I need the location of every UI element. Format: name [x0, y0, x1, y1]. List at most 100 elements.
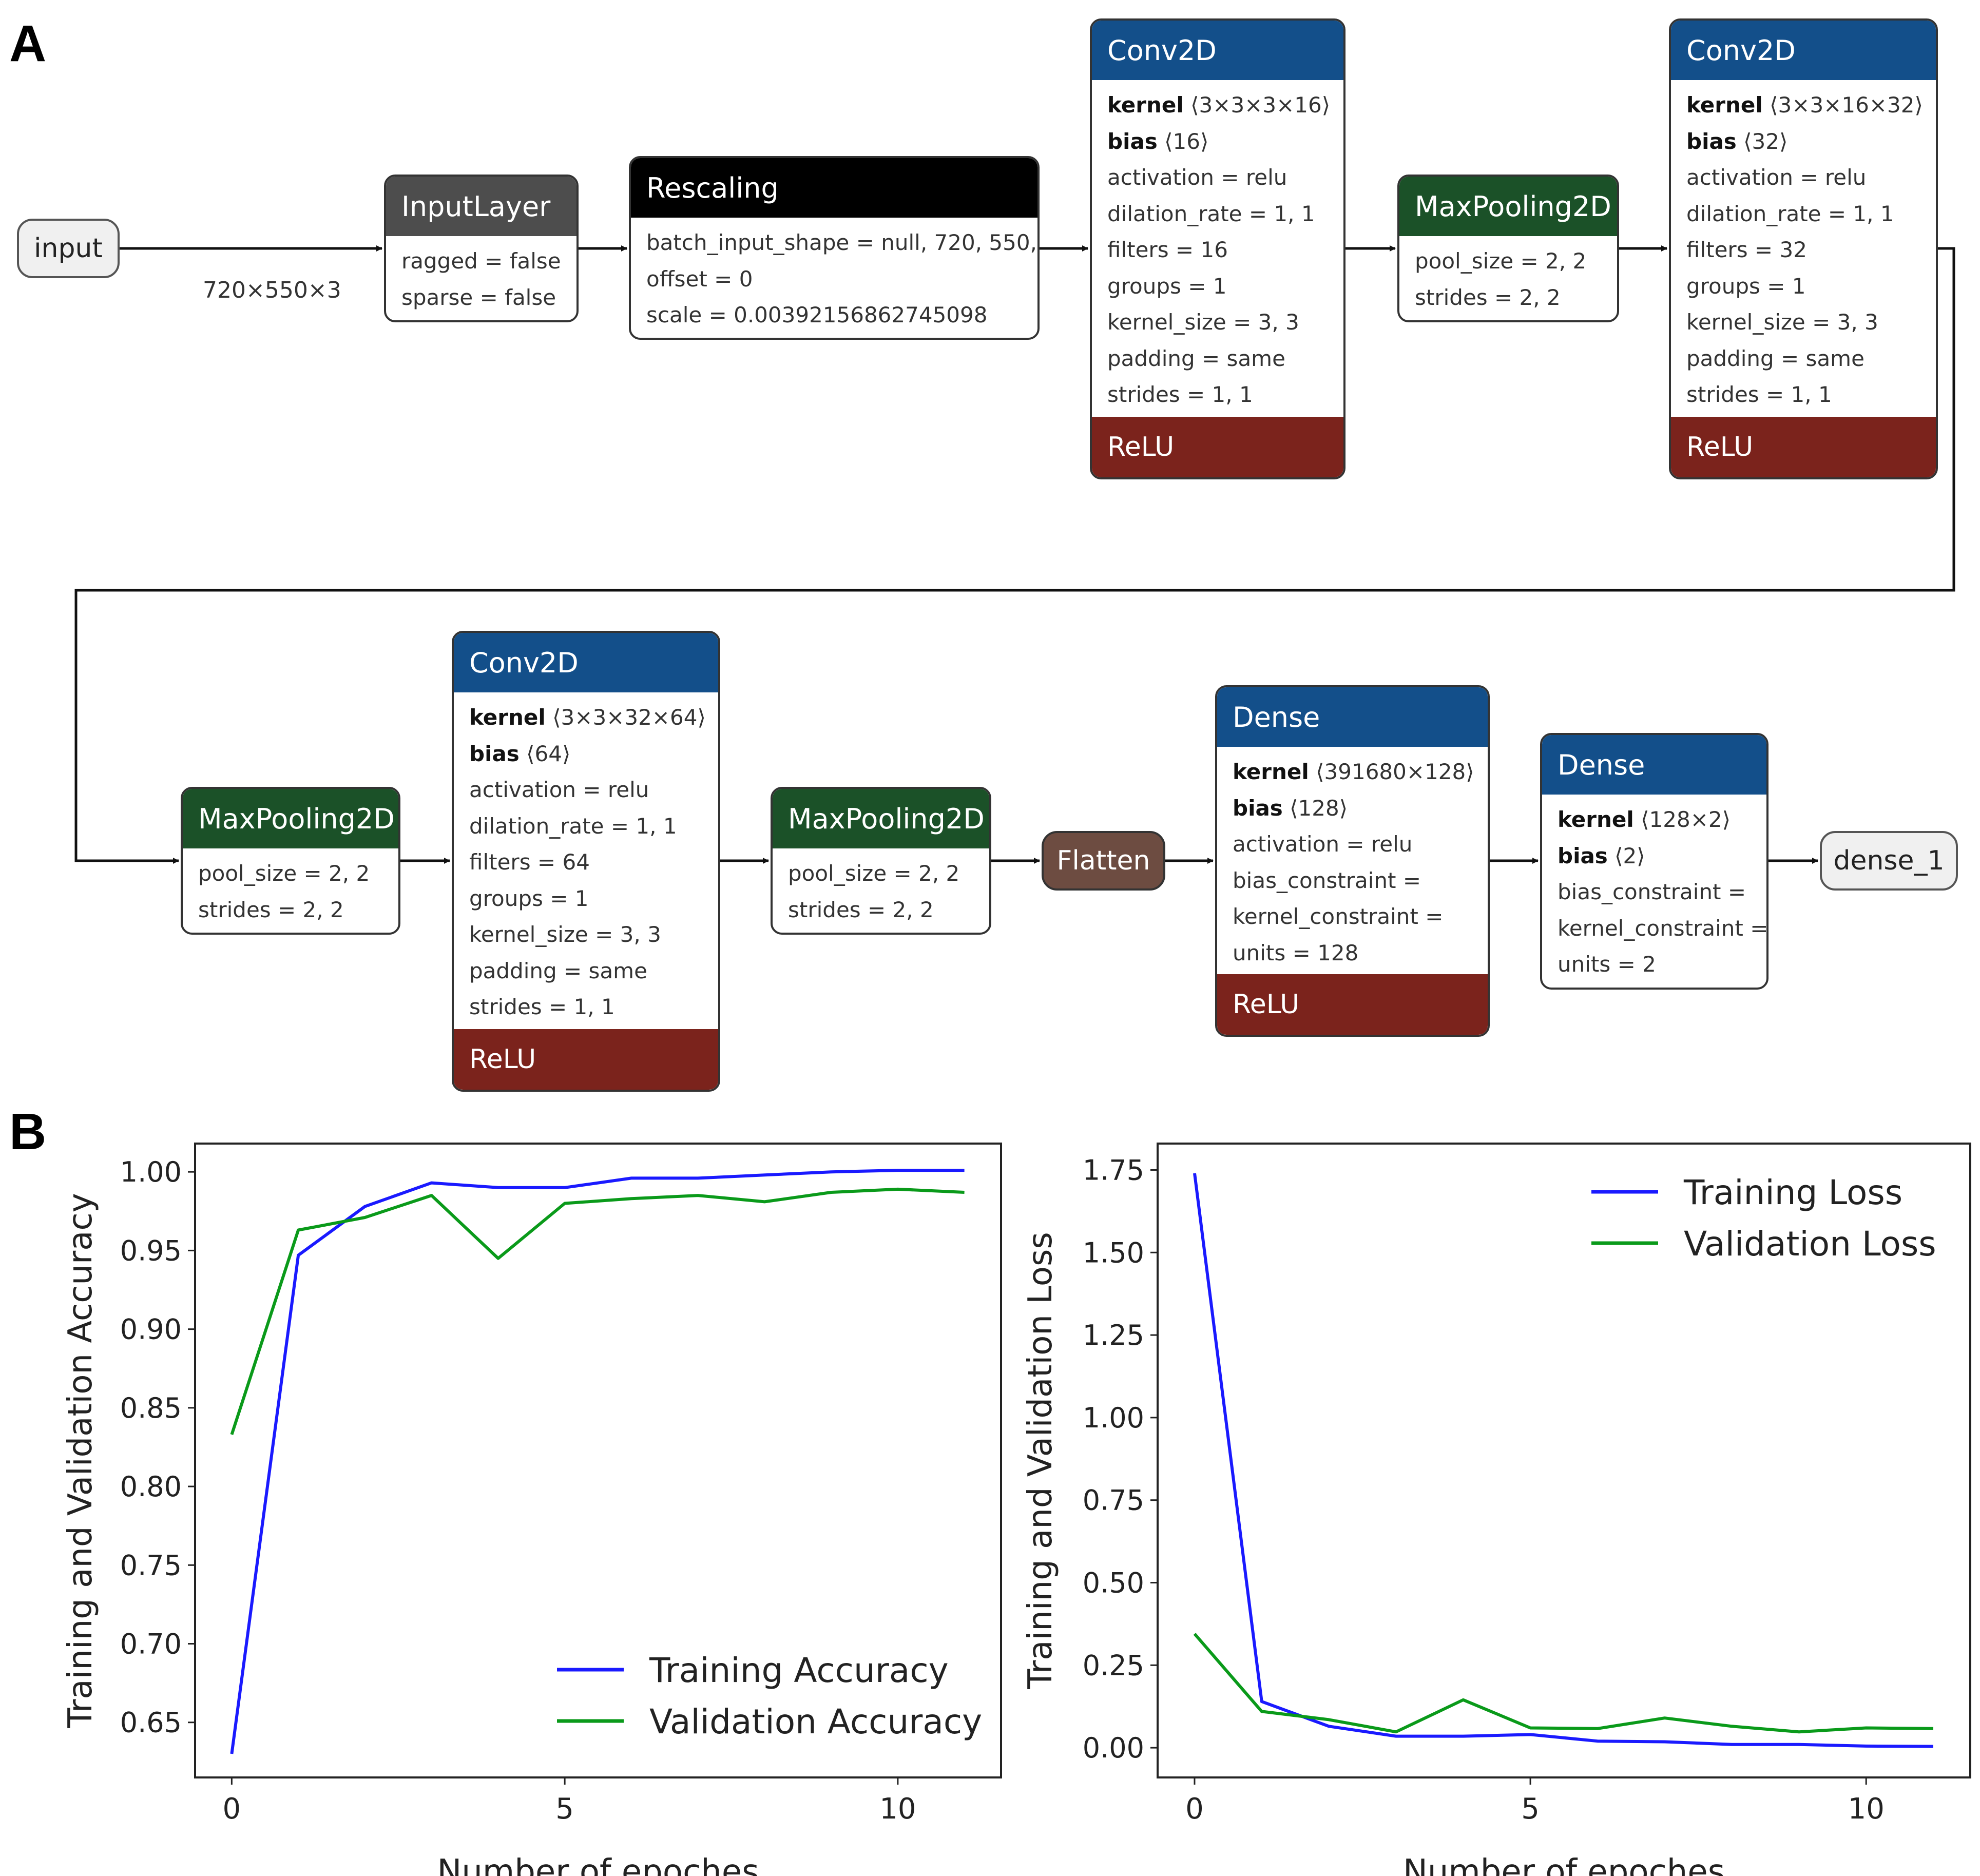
kernel-row: kernel ⟨3×3×32×64⟩ — [469, 700, 706, 736]
flatten-node: Flatten — [1042, 831, 1165, 891]
maxpool-1-node: MaxPooling2D pool_size = 2, 2 strides = … — [1397, 175, 1619, 322]
y-axis-label: Training and Validation Loss — [1022, 1232, 1060, 1689]
param-row: activation = relu — [1686, 165, 1867, 190]
edge-conv2-pool2 — [74, 247, 1955, 864]
series-line-validation-loss — [1193, 1633, 1934, 1734]
input-shape-label: 720×550×3 — [203, 277, 341, 303]
dense-1-activation: ReLU — [1217, 974, 1488, 1035]
output-node: dense_1 — [1820, 831, 1958, 891]
diagram-connections — [74, 245, 1955, 864]
conv2d-2-params: kernel ⟨3×3×16×32⟩ bias ⟨32⟩ activation … — [1671, 80, 1936, 413]
legend-label: Validation Accuracy — [649, 1702, 982, 1742]
param-row: sparse = false — [401, 284, 556, 310]
kernel-row: kernel ⟨3×3×16×32⟩ — [1686, 87, 1923, 124]
inputlayer-node: InputLayer ragged = false sparse = false — [384, 175, 579, 322]
param-row: strides = 1, 1 — [1686, 382, 1832, 407]
conv2d-1-node: Conv2D kernel ⟨3×3×3×16⟩ bias ⟨16⟩ activ… — [1090, 18, 1345, 479]
maxpool-3-params: pool_size = 2, 2 strides = 2, 2 — [773, 848, 989, 928]
inputlayer-title: InputLayer — [386, 177, 576, 236]
kernel-shape: ⟨3×3×32×64⟩ — [552, 705, 706, 730]
conv2d-1-title: Conv2D — [1092, 21, 1343, 80]
legend-label: Training Loss — [1683, 1173, 1902, 1212]
dense-1-title: Dense — [1217, 687, 1488, 747]
kernel-shape: ⟨128×2⟩ — [1641, 807, 1731, 832]
series-line-training-accuracy — [230, 1169, 965, 1754]
param-row: kernel_constraint = — [1558, 915, 1768, 941]
dense-1-node: Dense kernel ⟨391680×128⟩ bias ⟨128⟩ act… — [1215, 685, 1490, 1037]
kernel-row: kernel ⟨3×3×3×16⟩ — [1107, 87, 1331, 124]
conv2d-1-params: kernel ⟨3×3×3×16⟩ bias ⟨16⟩ activation =… — [1092, 80, 1343, 413]
param-row: pool_size = 2, 2 — [1415, 248, 1587, 274]
param-row: dilation_rate = 1, 1 — [1107, 201, 1315, 226]
param-row: activation = relu — [1233, 831, 1413, 857]
panel-a-label: A — [9, 15, 47, 72]
maxpool-3-node: MaxPooling2D pool_size = 2, 2 strides = … — [771, 787, 991, 935]
param-row: batch_input_shape = null, 720, 550, 3 — [646, 230, 1040, 255]
y-tick-label: 0.75 — [120, 1549, 182, 1581]
kernel-label: kernel — [469, 705, 546, 730]
input-node: input — [17, 219, 120, 278]
x-axis-label: Number of epoches — [437, 1853, 759, 1876]
bias-label: bias — [469, 741, 520, 766]
maxpool-3-title: MaxPooling2D — [773, 789, 989, 848]
y-tick-label: 0.50 — [1083, 1566, 1144, 1599]
param-row: padding = same — [1107, 345, 1285, 371]
bias-shape: ⟨32⟩ — [1743, 128, 1788, 154]
bias-shape: ⟨2⟩ — [1614, 843, 1645, 868]
param-row: strides = 1, 1 — [469, 994, 615, 1019]
bias-shape: ⟨64⟩ — [526, 741, 571, 766]
y-tick-label: 0.85 — [120, 1392, 182, 1424]
param-row: bias_constraint = — [1233, 867, 1421, 893]
param-row: scale = 0.00392156862745098 — [646, 302, 988, 327]
inputlayer-params: ragged = false sparse = false — [386, 236, 576, 316]
kernel-label: kernel — [1107, 92, 1184, 118]
param-row: padding = same — [469, 958, 647, 983]
param-row: dilation_rate = 1, 1 — [1686, 201, 1894, 226]
x-tick-label: 0 — [223, 1792, 241, 1826]
conv2d-3-activation: ReLU — [454, 1029, 718, 1090]
bias-row: bias ⟨2⟩ — [1558, 838, 1751, 875]
param-row: kernel_size = 3, 3 — [1686, 310, 1878, 335]
accuracy-chart: 0.65 0.70 0.75 0.80 0.85 0.90 0.95 1.00 0 5 10 Numb… — [62, 1143, 1002, 1876]
conv2d-2-title: Conv2D — [1671, 21, 1936, 80]
param-row: padding = same — [1686, 345, 1864, 371]
kernel-label: kernel — [1558, 807, 1634, 832]
dense-2-params: kernel ⟨128×2⟩ bias ⟨2⟩ bias_constraint … — [1542, 795, 1766, 983]
param-row: offset = 0 — [646, 266, 753, 292]
conv2d-1-activation: ReLU — [1092, 417, 1343, 477]
param-row: units = 2 — [1558, 952, 1656, 977]
conv2d-2-node: Conv2D kernel ⟨3×3×16×32⟩ bias ⟨32⟩ acti… — [1669, 18, 1938, 479]
kernel-label: kernel — [1233, 759, 1309, 784]
param-row: pool_size = 2, 2 — [198, 861, 370, 886]
param-row: filters = 32 — [1686, 237, 1807, 262]
y-tick-label: 0.70 — [120, 1628, 182, 1660]
maxpool-2-title: MaxPooling2D — [183, 789, 398, 848]
param-row: strides = 2, 2 — [788, 897, 934, 922]
dense-1-params: kernel ⟨391680×128⟩ bias ⟨128⟩ activatio… — [1217, 747, 1488, 971]
param-row: filters = 16 — [1107, 237, 1228, 262]
param-row: kernel_size = 3, 3 — [1107, 310, 1299, 335]
param-row: groups = 1 — [1107, 273, 1227, 299]
maxpool-1-params: pool_size = 2, 2 strides = 2, 2 — [1399, 236, 1617, 316]
rescaling-node: Rescaling batch_input_shape = null, 720,… — [629, 156, 1040, 340]
param-row: strides = 2, 2 — [1415, 284, 1561, 310]
kernel-label: kernel — [1686, 92, 1763, 118]
y-tick-label: 0.90 — [120, 1313, 182, 1346]
bias-row: bias ⟨16⟩ — [1107, 124, 1328, 160]
dense-2-node: Dense kernel ⟨128×2⟩ bias ⟨2⟩ bias_const… — [1540, 733, 1768, 990]
x-tick-label: 0 — [1185, 1792, 1204, 1826]
x-tick-label: 10 — [879, 1792, 916, 1826]
param-row: groups = 1 — [1686, 273, 1806, 299]
conv2d-3-node: Conv2D kernel ⟨3×3×32×64⟩ bias ⟨64⟩ acti… — [452, 631, 720, 1092]
bias-shape: ⟨128⟩ — [1290, 795, 1348, 821]
loss-chart: 0.00 0.25 0.50 0.75 1.00 1.25 1.50 1.75 0 5 10 Numb… — [1022, 1143, 1971, 1876]
y-tick-label: 0.75 — [1083, 1484, 1144, 1517]
param-row: activation = relu — [469, 777, 649, 802]
legend-label: Training Accuracy — [649, 1651, 949, 1690]
y-tick-label: 1.50 — [1083, 1236, 1144, 1269]
param-row: filters = 64 — [469, 849, 590, 875]
kernel-shape: ⟨3×3×3×16⟩ — [1190, 92, 1331, 118]
param-row: activation = relu — [1107, 165, 1287, 190]
bias-row: bias ⟨128⟩ — [1233, 790, 1472, 827]
kernel-shape: ⟨391680×128⟩ — [1316, 759, 1474, 784]
